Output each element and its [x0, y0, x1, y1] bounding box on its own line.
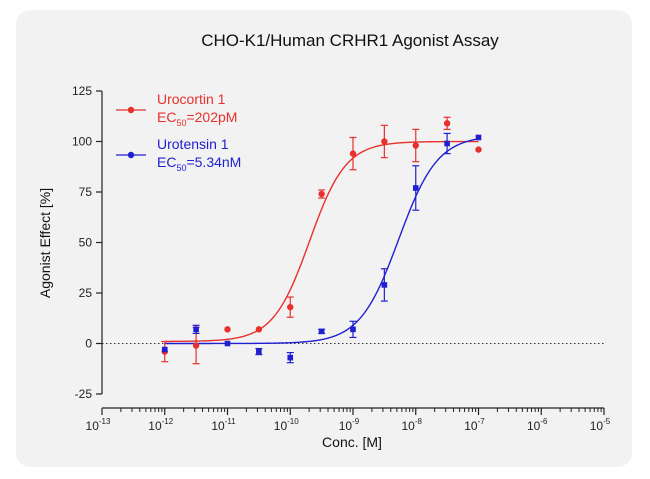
x-tick-exponent: -11	[225, 417, 237, 426]
chart-title: CHO-K1/Human CRHR1 Agonist Assay	[201, 31, 499, 50]
x-tick-base: 10	[464, 419, 478, 433]
legend-item-urotensin: Urotensin 1 EC50=5.34nM	[116, 136, 241, 173]
x-tick-label: 10-5	[590, 417, 611, 433]
legend-marker	[127, 151, 135, 159]
data-point-urocortin	[318, 190, 325, 198]
x-tick-exponent: -13	[99, 417, 111, 426]
y-tick-label: 50	[79, 236, 93, 250]
x-tick-exponent: -6	[540, 417, 548, 426]
x-tick-label: 10-8	[402, 417, 423, 433]
data-point-urocortin	[192, 342, 200, 349]
ec50-prefix: EC	[157, 109, 176, 125]
x-tick-base: 10	[402, 419, 416, 433]
ec50-value: =202pM	[186, 109, 237, 125]
data-point-urotensin	[350, 326, 356, 333]
x-tick-base: 10	[527, 419, 541, 433]
fit-curve-urocortin	[164, 140, 479, 343]
x-tick-base: 10	[274, 419, 288, 433]
y-tick-label: 25	[79, 286, 93, 300]
x-tick-base: 10	[339, 419, 353, 433]
y-tick-label: 125	[72, 84, 92, 98]
x-tick-base: 10	[590, 419, 604, 433]
data-point-urotensin	[318, 328, 325, 335]
y-tick-label: -25	[75, 387, 93, 401]
x-tick-base: 10	[211, 419, 225, 433]
x-tick-exponent: -12	[162, 417, 174, 426]
data-point-urocortin	[287, 303, 294, 311]
data-point-urotensin	[412, 185, 419, 191]
data-point-urocortin	[224, 326, 231, 333]
data-point-urocortin	[255, 326, 263, 333]
legend-label-urotensin: Urotensin 1	[157, 136, 229, 152]
x-tick-label: 10-13	[86, 417, 111, 433]
data-points	[161, 116, 482, 365]
legend-item-urocortin: Urocortin 1 EC50=202pM	[116, 91, 237, 128]
ec50-prefix: EC	[157, 154, 176, 170]
ec50-subscript: 50	[176, 118, 186, 128]
data-point-urotensin	[224, 340, 231, 347]
fit-curves	[164, 138, 479, 345]
x-tick-label: 10-6	[527, 417, 548, 433]
legend-ec50-urocortin: EC50=202pM	[157, 109, 237, 128]
data-point-urocortin	[412, 142, 419, 149]
y-tick-label: 0	[85, 337, 92, 351]
x-tick-exponent: -7	[478, 417, 486, 426]
data-point-urocortin	[349, 150, 357, 157]
x-tick-label: 10-7	[464, 417, 485, 433]
legend-ec50-urotensin: EC50=5.34nM	[157, 154, 241, 173]
legend-label-urocortin: Urocortin 1	[157, 91, 226, 107]
ec50-subscript: 50	[176, 163, 186, 173]
chart-card	[16, 10, 632, 467]
data-point-urocortin	[475, 146, 482, 153]
fit-curve-urotensin	[164, 138, 479, 345]
data-point-urocortin	[381, 138, 388, 145]
x-axis-label: Conc. [M]	[322, 434, 382, 450]
y-axis-label: Agonist Effect [%]	[37, 188, 53, 298]
data-point-urotensin	[444, 140, 450, 147]
x-tick-label: 10-10	[274, 417, 299, 433]
ec50-value: =5.34nM	[186, 154, 241, 170]
data-point-urotensin	[287, 354, 294, 361]
legend-marker	[127, 106, 135, 114]
x-tick-exponent: -9	[352, 417, 360, 426]
data-point-urotensin	[475, 134, 482, 141]
x-tick-label: 10-11	[211, 417, 236, 433]
data-point-urotensin	[193, 326, 199, 333]
x-tick-exponent: -10	[287, 417, 299, 426]
x-tick-label: 10-9	[339, 417, 360, 433]
x-tick-base: 10	[86, 419, 100, 433]
data-point-urotensin	[256, 348, 262, 355]
data-point-urotensin	[161, 346, 168, 353]
x-tick-label: 10-12	[148, 417, 173, 433]
data-point-urocortin	[443, 120, 451, 127]
y-tick-label: 75	[79, 185, 93, 199]
x-tick-exponent: -5	[603, 417, 611, 426]
y-tick-label: 100	[72, 135, 92, 149]
data-point-urotensin	[381, 282, 388, 288]
x-tick-exponent: -8	[415, 417, 423, 426]
x-tick-base: 10	[148, 419, 162, 433]
legend: Urocortin 1 EC50=202pM Urotensin 1 EC50=…	[116, 91, 241, 173]
